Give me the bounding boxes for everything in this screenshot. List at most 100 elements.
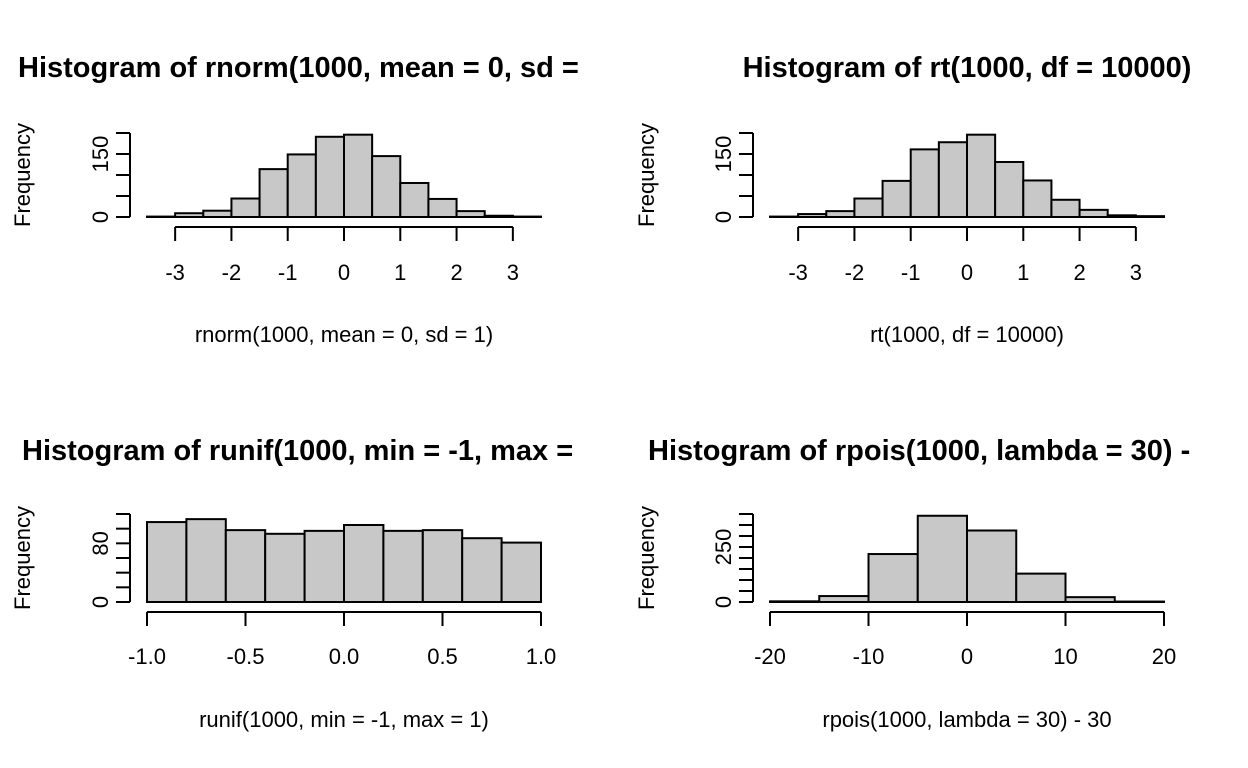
x-tick-label: 2	[450, 260, 462, 285]
x-axis: -20 -10 0 10 20	[754, 611, 1176, 669]
y-tick-label: 150	[88, 136, 113, 173]
x-tick-label: -0.5	[227, 644, 265, 669]
y-tick-label: 250	[711, 529, 736, 566]
histogram-bar	[769, 600, 821, 604]
bars	[769, 514, 1165, 604]
x-axis: -3 -2 -1 0 1 2 3	[788, 226, 1142, 285]
histogram-bar	[399, 181, 430, 218]
x-tick-label: 3	[1130, 260, 1142, 285]
x-tick-label: 1.0	[526, 644, 557, 669]
histogram-bar	[382, 529, 424, 603]
y-axis: 0 80	[88, 513, 131, 608]
y-axis: 0 150	[711, 132, 754, 223]
histogram-bar	[937, 141, 968, 219]
x-tick-label: -10	[853, 644, 885, 669]
y-tick-label: 0	[88, 596, 113, 608]
histogram-bar	[966, 529, 1018, 603]
histogram-bar	[174, 212, 205, 219]
x-tick-label: -1	[901, 260, 921, 285]
histogram-bar	[202, 209, 233, 218]
bars	[769, 133, 1166, 219]
chart-title: Histogram of rpois(1000, lambda = 30) -	[648, 435, 1190, 467]
y-axis: 0 250	[711, 513, 754, 608]
x-axis: -3 -2 -1 0 1 2 3	[165, 226, 519, 285]
histogram-bar	[286, 153, 317, 218]
x-tick-label: 1	[394, 260, 406, 285]
histogram-bar	[881, 179, 912, 219]
histogram-bar	[994, 160, 1025, 218]
chart-title: Histogram of rnorm(1000, mean = 0, sd =	[18, 52, 579, 84]
histogram-bar	[264, 532, 306, 603]
x-axis-label: rpois(1000, lambda = 30) - 30	[822, 707, 1111, 732]
histogram-bar	[461, 537, 503, 604]
chart-title: Histogram of rt(1000, df = 10000)	[743, 52, 1192, 84]
histogram-bar	[258, 168, 289, 218]
histogram-bar	[916, 514, 968, 604]
y-axis: 0 150	[88, 132, 131, 223]
histogram-bar	[1022, 179, 1053, 219]
histogram-bar	[797, 213, 828, 218]
x-tick-label: 1	[1017, 260, 1029, 285]
histogram-bar	[146, 521, 188, 603]
histogram-panel-2: Histogram of rt(1000, df = 10000) -3 -2 -1 0…	[634, 52, 1191, 347]
histogram-bar	[1106, 214, 1137, 219]
histogram-bar	[909, 148, 940, 219]
y-axis-label: Frequency	[634, 506, 659, 610]
histogram-bar	[455, 210, 486, 218]
x-tick-label: 10	[1053, 644, 1077, 669]
histogram-bar	[1078, 208, 1109, 219]
histogram-bar	[185, 518, 227, 604]
chart-title: Histogram of runif(1000, min = -1, max =	[22, 435, 573, 467]
x-tick-label: 0.0	[329, 644, 360, 669]
x-tick-label: -2	[845, 260, 865, 285]
x-tick-label: 3	[507, 260, 519, 285]
histogram-panel-4: Histogram of rpois(1000, lambda = 30) - -…	[634, 435, 1190, 732]
histogram-bar	[427, 197, 458, 219]
x-tick-label: 20	[1152, 644, 1176, 669]
histogram-bar	[371, 155, 402, 219]
x-axis-label: runif(1000, min = -1, max = 1)	[199, 707, 489, 732]
y-axis-label: Frequency	[10, 506, 35, 610]
x-tick-label: -1.0	[128, 644, 166, 669]
x-tick-label: 0	[961, 260, 973, 285]
histogram-bar	[483, 214, 514, 219]
x-axis-label: rnorm(1000, mean = 0, sd = 1)	[195, 322, 493, 347]
y-axis-label: Frequency	[634, 123, 659, 227]
histogram-bar	[853, 197, 884, 219]
bars	[146, 133, 542, 219]
histogram-bar	[421, 529, 464, 604]
histogram-bar	[966, 133, 997, 218]
x-tick-label: 0	[338, 260, 350, 285]
histogram-bar	[500, 541, 543, 603]
histogram-bar	[1134, 215, 1166, 219]
x-tick-label: -20	[754, 644, 786, 669]
histogram-bar	[224, 529, 267, 604]
y-tick-label: 0	[711, 211, 736, 223]
histogram-bar	[867, 553, 919, 603]
x-axis-label: rt(1000, df = 10000)	[870, 322, 1064, 347]
x-tick-label: -1	[278, 260, 298, 285]
x-tick-label: -3	[788, 260, 808, 285]
histogram-bar	[230, 197, 261, 219]
y-tick-label: 80	[88, 531, 113, 555]
histogram-bar	[314, 135, 346, 218]
bars	[146, 518, 543, 604]
histogram-panel-3: Histogram of runif(1000, min = -1, max =…	[10, 435, 573, 732]
y-tick-label: 150	[711, 136, 736, 173]
x-tick-label: 0	[961, 644, 973, 669]
x-tick-label: -2	[222, 260, 242, 285]
x-tick-label: -3	[165, 260, 185, 285]
histogram-bar	[1015, 572, 1067, 603]
y-tick-label: 0	[88, 211, 113, 223]
x-tick-label: 0.5	[427, 644, 458, 669]
histogram-bar	[1050, 198, 1081, 218]
histogram-bar	[1064, 596, 1116, 603]
histogram-bar	[343, 524, 385, 603]
y-tick-label: 0	[711, 596, 736, 608]
histogram-bar	[825, 210, 856, 218]
x-tick-label: 2	[1073, 260, 1085, 285]
histogram-bar	[343, 133, 374, 218]
x-axis: -1.0 -0.5 0.0 0.5 1.0	[128, 611, 557, 669]
histogram-panel-1: Histogram of rnorm(1000, mean = 0, sd = -…	[10, 52, 579, 347]
